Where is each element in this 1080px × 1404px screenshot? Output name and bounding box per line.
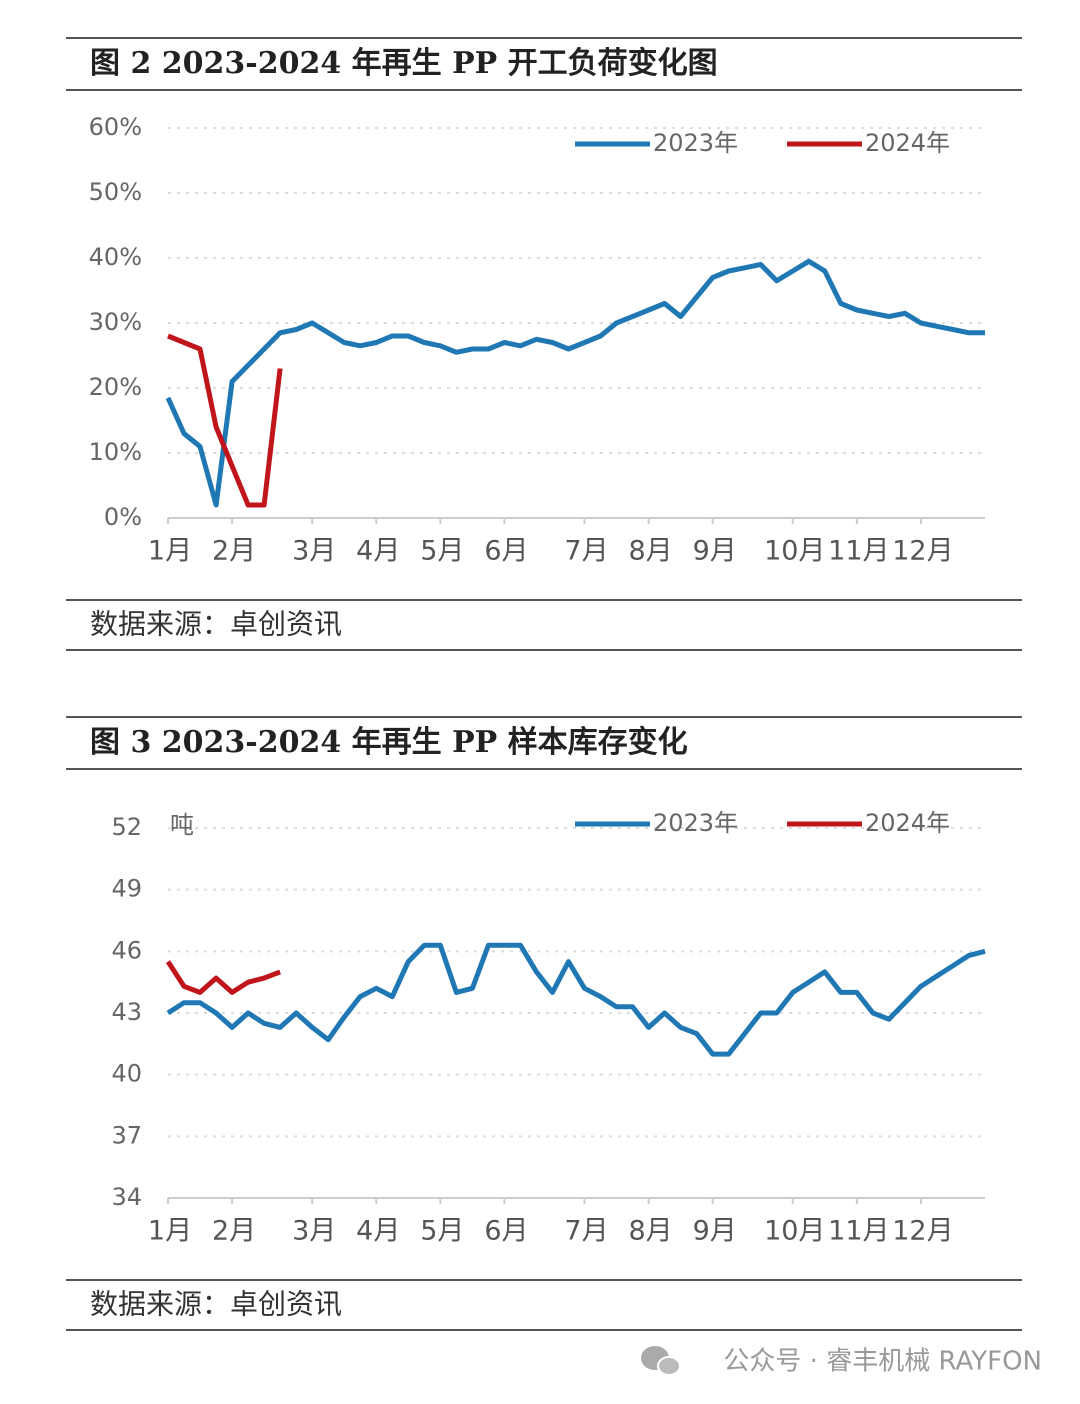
x-tick-label: 11月 <box>828 536 889 567</box>
series-line <box>167 333 283 508</box>
y-tick-label: 0% <box>104 503 142 531</box>
y-axis-unit: 吨 <box>170 811 194 839</box>
y-tick-label: 49 <box>111 875 142 903</box>
y-tick-label: 34 <box>111 1183 142 1211</box>
x-tick-label: 12月 <box>892 536 953 567</box>
x-tick-label: 7月 <box>564 536 608 567</box>
series-line <box>166 942 986 1057</box>
y-tick-label: 50% <box>89 178 142 206</box>
x-tick-label: 9月 <box>693 1216 737 1247</box>
x-tick-label: 11月 <box>828 1216 889 1247</box>
legend-label: 2024年 <box>865 809 950 837</box>
x-tick-label: 4月 <box>356 536 400 567</box>
y-tick-label: 46 <box>111 936 142 964</box>
y-tick-label: 30% <box>89 308 142 336</box>
chart-title: 图 3 2023-2024 年再生 PP 样本库存变化 <box>90 725 688 760</box>
y-tick-label: 37 <box>111 1121 142 1149</box>
source: 数据来源：卓创资讯 <box>90 1288 342 1321</box>
x-tick-label: 12月 <box>892 1216 953 1247</box>
x-tick-label: 2月 <box>212 536 256 567</box>
y-tick-label: 20% <box>89 373 142 401</box>
x-tick-label: 9月 <box>693 536 737 567</box>
x-tick-label: 8月 <box>628 1216 672 1247</box>
y-tick-label: 40 <box>111 1060 142 1088</box>
x-tick-label: 3月 <box>292 1216 336 1247</box>
watermark: 公众号 · 睿丰机械 RAYFON <box>723 1347 1042 1377</box>
x-tick-label: 10月 <box>764 536 825 567</box>
x-tick-label: 10月 <box>764 1216 825 1247</box>
series-line <box>165 960 282 995</box>
x-tick-label: 1月 <box>148 1216 192 1247</box>
chart-title: 图 2 2023-2024 年再生 PP 开工负荷变化图 <box>90 46 718 81</box>
y-tick-label: 40% <box>89 243 142 271</box>
x-tick-label: 5月 <box>420 1216 464 1247</box>
y-tick-label: 52 <box>111 813 142 841</box>
x-tick-label: 6月 <box>484 536 528 567</box>
x-tick-label: 2月 <box>212 1216 256 1247</box>
legend-label: 2024年 <box>865 129 950 157</box>
y-tick-label: 60% <box>89 113 142 141</box>
x-tick-label: 5月 <box>420 536 464 567</box>
x-tick-label: 1月 <box>148 536 192 567</box>
y-tick-label: 43 <box>111 998 142 1026</box>
x-tick-label: 8月 <box>628 536 672 567</box>
legend-label: 2023年 <box>653 129 738 157</box>
x-tick-label: 7月 <box>564 1216 608 1247</box>
legend-label: 2023年 <box>653 809 738 837</box>
y-tick-label: 10% <box>89 438 142 466</box>
series-line <box>165 258 985 508</box>
source: 数据来源：卓创资讯 <box>90 608 342 641</box>
x-tick-label: 4月 <box>356 1216 400 1247</box>
x-tick-label: 3月 <box>292 536 336 567</box>
wechat-icon <box>641 1346 681 1376</box>
x-tick-label: 6月 <box>484 1216 528 1247</box>
